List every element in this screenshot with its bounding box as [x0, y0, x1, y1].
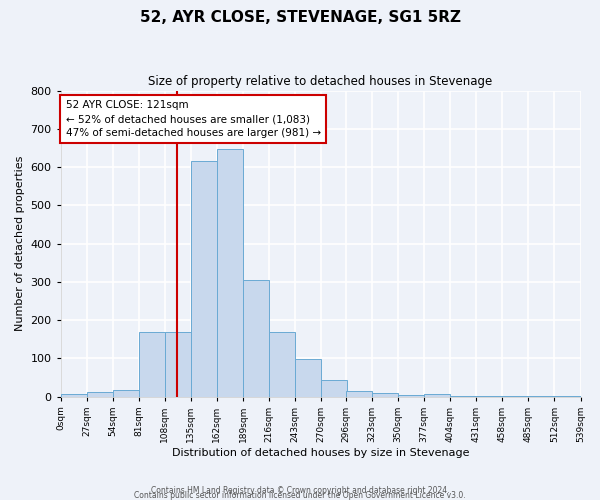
Bar — [424, 394, 451, 396]
Bar — [217, 148, 243, 396]
Bar — [346, 391, 372, 396]
Y-axis label: Number of detached properties: Number of detached properties — [15, 156, 25, 331]
Bar — [243, 280, 269, 396]
Bar — [61, 394, 87, 396]
Bar — [295, 359, 321, 397]
Text: 52 AYR CLOSE: 121sqm
← 52% of detached houses are smaller (1,083)
47% of semi-de: 52 AYR CLOSE: 121sqm ← 52% of detached h… — [65, 100, 320, 138]
Bar — [269, 332, 295, 396]
Title: Size of property relative to detached houses in Stevenage: Size of property relative to detached ho… — [148, 75, 493, 88]
Bar — [398, 394, 424, 396]
X-axis label: Distribution of detached houses by size in Stevenage: Distribution of detached houses by size … — [172, 448, 469, 458]
Text: 52, AYR CLOSE, STEVENAGE, SG1 5RZ: 52, AYR CLOSE, STEVENAGE, SG1 5RZ — [139, 10, 461, 25]
Bar — [139, 332, 165, 396]
Bar — [87, 392, 113, 396]
Bar — [113, 390, 139, 396]
Text: Contains public sector information licensed under the Open Government Licence v3: Contains public sector information licen… — [134, 490, 466, 500]
Bar — [372, 392, 398, 396]
Text: Contains HM Land Registry data © Crown copyright and database right 2024.: Contains HM Land Registry data © Crown c… — [151, 486, 449, 495]
Bar — [191, 162, 217, 396]
Bar — [165, 332, 191, 396]
Bar — [321, 380, 347, 396]
